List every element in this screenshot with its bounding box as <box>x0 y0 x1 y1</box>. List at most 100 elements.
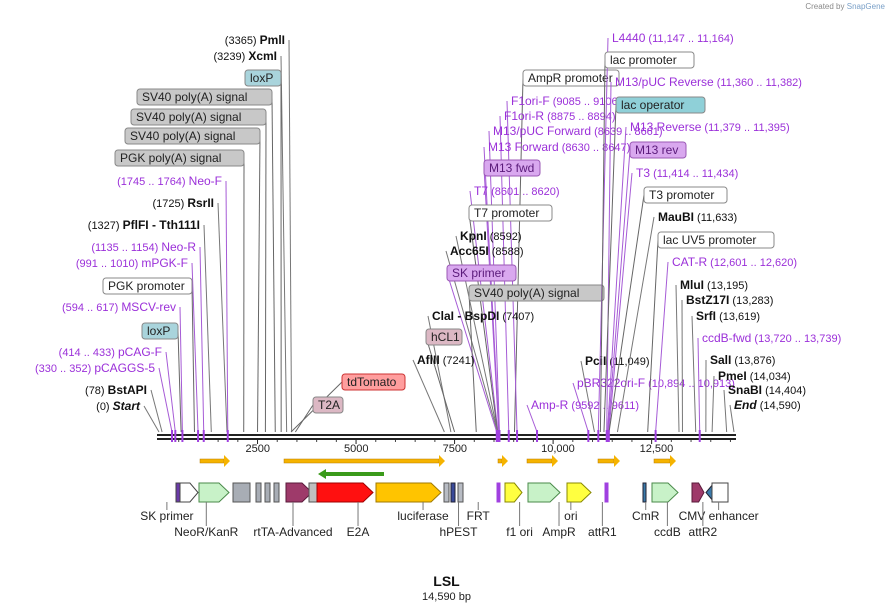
primer-marker <box>607 430 610 442</box>
feature-label-18: (0) Start <box>96 399 160 433</box>
orf-arrowhead <box>614 455 620 467</box>
primer-marker <box>597 430 600 442</box>
tick-label: 5000 <box>344 443 368 455</box>
leader-line <box>729 404 735 433</box>
label-box <box>629 141 687 159</box>
snapgene-credit: Created by SnapGene <box>805 2 885 11</box>
leader-line <box>179 306 183 433</box>
leader-line <box>271 96 276 433</box>
f1-ori-arrow <box>504 482 523 503</box>
primer-marker <box>536 430 539 442</box>
label-text: L4440 (11,147 .. 11,164) <box>612 31 734 45</box>
leader-line <box>225 180 229 433</box>
ccdb-arrow <box>691 482 705 503</box>
leader-line <box>468 212 499 433</box>
label-text: MluI (13,195) <box>680 278 748 292</box>
feature-label-10: (1135 .. 1154) Neo-R <box>91 240 205 433</box>
feature-label-41: M13/pUC Reverse (11,360 .. 11,382) <box>606 75 802 433</box>
label-text: pBR322ori-F (10,894 .. 10,913) <box>577 376 735 390</box>
label-text: (991 .. 1010) mPGK-F <box>76 256 188 270</box>
reverse-orf-arrowhead <box>318 469 326 479</box>
label-box <box>341 373 406 391</box>
bottom-feature-label-12: ccdB <box>654 525 681 539</box>
leader-line <box>280 55 288 433</box>
label-text: SrfI (13,619) <box>696 309 760 323</box>
orf-arrow <box>283 458 440 464</box>
feature-label-36: pBR322ori-F (10,894 .. 10,913) <box>572 376 735 433</box>
leader-line <box>191 262 199 433</box>
feature-label-17: (78) BstAPI <box>85 383 163 433</box>
snapgene-logo: SnapGene <box>846 2 885 11</box>
label-text: loxP <box>147 324 170 338</box>
feature-label-48: lac UV5 promoter <box>647 231 775 433</box>
label-box <box>522 69 620 87</box>
label-text: M13 Reverse (11,379 .. 11,395) <box>630 120 790 134</box>
e2a-block <box>308 482 318 503</box>
orf-arrow <box>526 458 553 464</box>
feature-label-7: (1745 .. 1764) Neo-F <box>117 174 229 433</box>
feature-label-49: CAT-R (12,601 .. 12,620) <box>655 255 797 433</box>
backbone-bottom <box>157 438 736 440</box>
leader-line <box>199 246 205 433</box>
orf-arrowhead <box>670 455 676 467</box>
label-text: SV40 poly(A) signal <box>474 286 579 300</box>
feature-label-28: T7 promoter <box>468 204 553 433</box>
neor-arrow <box>198 482 230 503</box>
leader-line <box>606 126 627 433</box>
plasmid-length: 14,590 bp <box>422 591 471 603</box>
leader-line <box>655 261 669 433</box>
label-text: hCL1 <box>431 330 460 344</box>
label-box <box>141 322 179 340</box>
leader-line <box>143 405 160 433</box>
feature-label-3: SV40 poly(A) signal <box>136 88 276 433</box>
label-text: MauBI (11,633) <box>658 210 737 224</box>
label-box <box>615 96 706 114</box>
leader-line <box>191 285 195 433</box>
feature-label-33: ClaI - BspDI (7407) <box>427 309 534 433</box>
tdtomato-arrow <box>316 482 374 503</box>
label-text: lac promoter <box>610 53 677 67</box>
label-text: PciI (11,049) <box>585 354 650 368</box>
feature-label-45: T3 (11,414 .. 11,434) <box>608 166 738 433</box>
luciferase-arrow <box>375 482 442 503</box>
feature-label-19: tdTomato <box>290 373 406 433</box>
label-box <box>468 204 553 222</box>
feature-label-8: (1725) RsrII <box>152 196 228 433</box>
leader-line <box>257 135 261 433</box>
feature-label-12: PGK promoter <box>102 277 195 433</box>
label-text: PmeI (14,034) <box>718 369 791 383</box>
tick-label: 2500 <box>246 443 270 455</box>
label-text: (0) Start <box>96 399 141 413</box>
feature-label-54: SalI (13,876) <box>705 353 775 433</box>
label-text: lac UV5 promoter <box>663 233 756 247</box>
leader-line <box>526 404 538 433</box>
polya-block-2 <box>264 482 271 503</box>
label-text: SV40 poly(A) signal <box>130 129 235 143</box>
orf-arrow <box>597 458 615 464</box>
label-text: BstZ17I (13,283) <box>686 293 773 307</box>
feature-label-34: hCL1 <box>425 328 463 433</box>
label-text: CAT-R (12,601 .. 12,620) <box>672 255 797 269</box>
polya-block-3 <box>273 482 280 503</box>
label-text: lac operator <box>621 98 684 112</box>
feature-label-53: ccdB-fwd (13,720 .. 13,739) <box>697 331 841 433</box>
leader-line <box>691 315 697 433</box>
label-text: AflII (7241) <box>417 353 475 367</box>
orf-arrowhead <box>502 455 508 467</box>
frt-block <box>450 482 456 503</box>
polya-block-1 <box>255 482 262 503</box>
bottom-feature-label-10: attR1 <box>588 525 617 539</box>
feature-label-0: (3365) PmlI <box>225 33 293 433</box>
label-text: (3239) XcmI <box>213 49 277 63</box>
feature-label-55: PmeI (14,034) <box>711 369 791 433</box>
sk-primer-block <box>175 482 181 503</box>
leader-line <box>513 77 524 433</box>
ori-arrow <box>566 482 592 503</box>
primer-marker <box>174 430 177 442</box>
label-text: T2A <box>318 398 340 412</box>
primer-marker <box>507 430 510 442</box>
label-text: loxP <box>250 71 273 85</box>
leader-line <box>647 239 659 433</box>
label-text: (594 .. 617) MSCV-rev <box>62 300 176 314</box>
